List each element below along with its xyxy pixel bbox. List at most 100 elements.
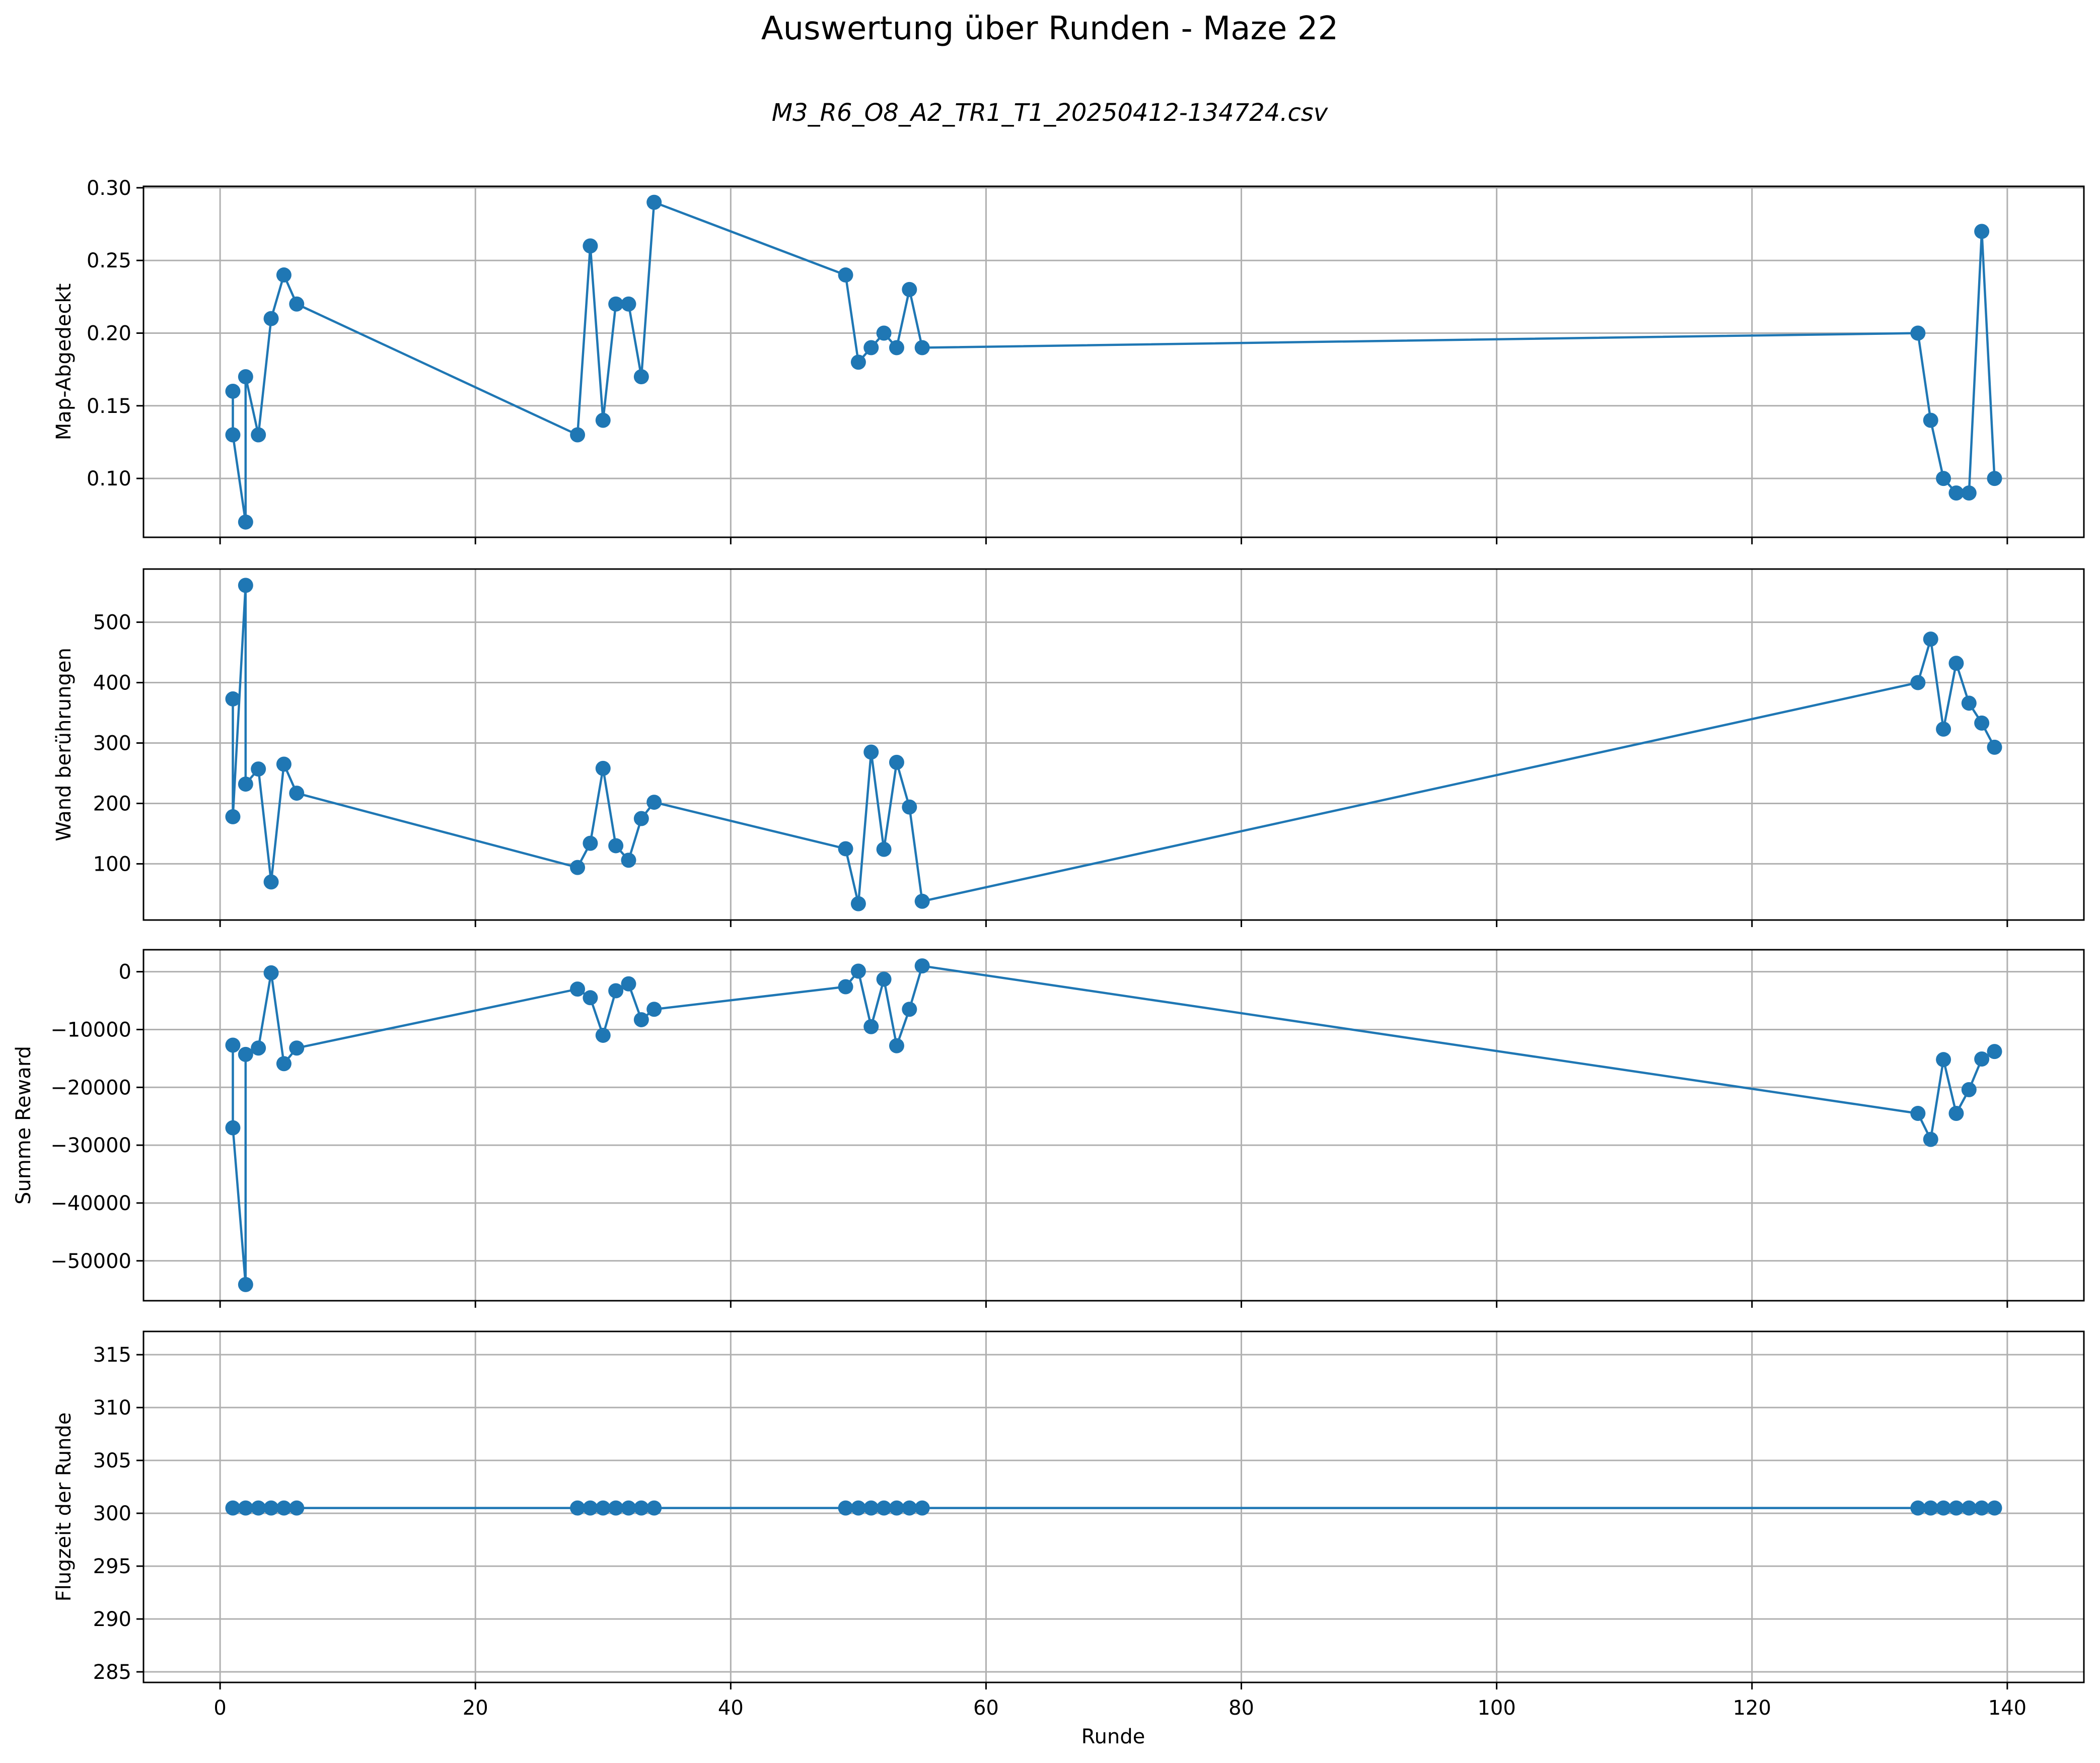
x-axis-label: Runde [1081,1725,1145,1748]
map-abgedeckt-data-point [276,267,292,283]
wand-beruehrungen-data-point [595,760,611,776]
wand-beruehrungen-data-point [646,795,662,810]
summe-reward-data-point [608,983,624,999]
flugzeit-y-tick-label: 295 [93,1555,131,1578]
map-abgedeckt-y-tick-label: 0.25 [87,249,131,272]
flugzeit-plot-frame [142,1330,2085,1683]
wand-beruehrungen-data-point [1948,656,1964,671]
summe-reward-y-tick-label: −50000 [50,1250,131,1273]
wand-beruehrungen-data-point [863,744,879,760]
summe-reward-data-point [646,1002,662,1017]
flugzeit-y-tick-label: 305 [93,1449,131,1472]
wand-beruehrungen-y-axis-label: Wand berührungen [52,648,76,841]
x-tick-label: 20 [463,1697,488,1720]
flugzeit-data-point [1961,1500,1977,1516]
summe-reward-data-point [1948,1105,1964,1121]
flugzeit-data-point [1987,1500,2002,1516]
flugzeit-data-point [914,1500,930,1516]
figure-title: Auswertung über Runden - Maze 22 [761,10,1338,47]
flugzeit-data-point [595,1500,611,1516]
summe-reward-data-point [863,1019,879,1034]
summe-reward-data-point [251,1040,266,1056]
x-tick-label: 100 [1477,1697,1515,1720]
wand-beruehrungen-data-point [251,761,266,777]
flugzeit-y-tick-label: 290 [93,1608,131,1631]
summe-reward-data-point [276,1056,292,1072]
wand-beruehrungen-data-point [1936,721,1951,737]
summe-reward-data-point [914,958,930,974]
summe-reward-y-tick-label: −30000 [50,1134,131,1157]
summe-reward-data-point [621,976,636,992]
map-abgedeckt-y-tick-label: 0.10 [87,467,131,490]
summe-reward-data-point [263,965,279,980]
map-abgedeckt-data-point [1974,224,1990,239]
map-abgedeckt-data-point [289,296,305,312]
flugzeit-y-tick-label: 310 [93,1396,131,1420]
flugzeit-data-point [276,1500,292,1516]
map-abgedeckt-data-point [633,369,649,385]
figure-subtitle: M3_R6_O8_A2_TR1_T1_20250412-134724.csv [772,99,1328,127]
wand-beruehrungen-data-point [1974,715,1990,731]
map-abgedeckt-y-axis-label: Map-Abgedeckt [52,284,76,441]
map-abgedeckt-series-line [232,201,1996,523]
summe-reward-y-axis-label: Summe Reward [12,1046,35,1205]
summe-reward-series-line [232,964,1995,1286]
summe-reward-data-point [850,963,866,979]
summe-reward-y-tick-label: −20000 [50,1076,131,1099]
map-abgedeckt-data-point [1923,412,1938,428]
flugzeit-data-point [876,1500,892,1516]
summe-reward-data-point [1923,1132,1938,1147]
x-tick-label: 40 [718,1697,744,1720]
wand-beruehrungen-data-point [583,835,598,851]
flugzeit-y-tick-label: 315 [93,1344,131,1367]
flugzeit-data-point [583,1500,598,1516]
wand-beruehrungen-data-point [914,893,930,909]
flugzeit-data-point [850,1500,866,1516]
flugzeit-data-point [621,1500,636,1516]
flugzeit-data-point [570,1500,586,1516]
wand-beruehrungen-plot-frame [142,568,2085,921]
wand-beruehrungen-series-line [232,584,1996,905]
summe-reward-data-point [1961,1082,1977,1097]
summe-reward-data-point [1910,1105,1926,1121]
map-abgedeckt-data-point [238,369,253,385]
summe-reward-data-point [238,1277,253,1292]
map-abgedeckt-data-point [570,427,586,443]
map-abgedeckt-data-point [850,355,866,370]
wand-beruehrungen-data-point [225,691,241,707]
summe-reward-data-point [1987,1044,2002,1060]
summe-reward-data-point [838,979,853,995]
map-abgedeckt-data-point [889,340,904,356]
summe-reward-data-point [889,1038,904,1053]
flugzeit-data-point [1910,1500,1926,1516]
map-abgedeckt-data-point [1910,325,1926,341]
map-abgedeckt-panel: 0.10 0.15 0.20 0.25 0.30 Map-Abgedeckt [52,177,2085,544]
wand-beruehrungen-data-point [1910,675,1926,690]
flugzeit-data-point [838,1500,853,1516]
wand-beruehrungen-data-point [276,756,292,772]
summe-reward-data-point [225,1037,241,1053]
summe-reward-plot-frame [142,949,2085,1302]
summe-reward-y-tick-label: −40000 [50,1192,131,1215]
wand-beruehrungen-y-tick-label: 300 [93,732,131,755]
flugzeit-data-point [1974,1500,1990,1516]
wand-beruehrungen-data-point [225,809,241,824]
flugzeit-y-axis-label: Flugzeit der Runde [52,1413,76,1602]
flugzeit-panel: 285 290 295 300 305 310 315 0 20 40 60 80 100 120 140 F… [52,1330,2085,1720]
flugzeit-data-point [889,1500,904,1516]
summe-reward-data-point [289,1040,305,1056]
wand-beruehrungen-data-point [838,841,853,857]
wand-beruehrungen-panel: 100 200 300 400 500 Wand berührungen [52,568,2085,927]
wand-beruehrungen-y-tick-label: 200 [93,792,131,815]
summe-reward-data-point [1936,1052,1951,1068]
map-abgedeckt-data-point [225,427,241,443]
x-tick-label: 0 [213,1697,226,1720]
wand-beruehrungen-data-point [608,838,624,854]
flugzeit-data-point [251,1500,266,1516]
map-abgedeckt-data-point [621,296,636,312]
flugzeit-data-point [289,1500,305,1516]
wand-beruehrungen-data-point [1923,631,1938,647]
wand-beruehrungen-data-point [633,811,649,826]
flugzeit-y-tick-label: 300 [93,1502,131,1525]
